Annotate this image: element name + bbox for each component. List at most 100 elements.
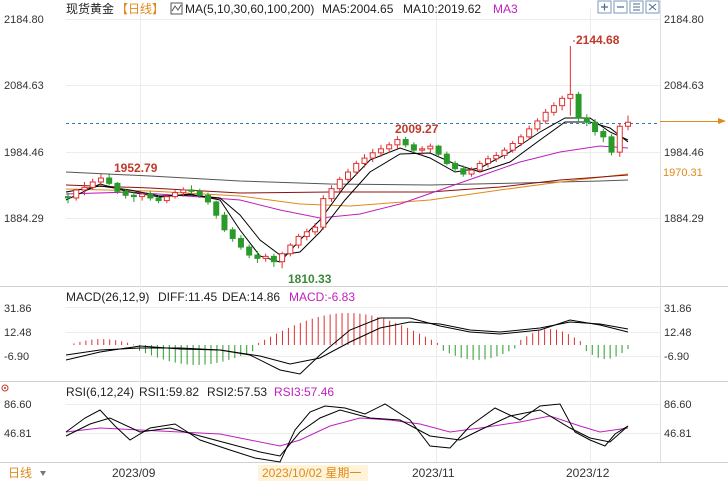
candle-body xyxy=(196,190,203,196)
candle-body xyxy=(592,121,599,133)
candle xyxy=(369,148,376,163)
candle xyxy=(493,152,500,163)
ma60-line xyxy=(65,174,629,194)
macd-tick-3: -6.90 xyxy=(664,351,689,363)
candle-body xyxy=(410,144,417,151)
macd-params-label: MACD(26,12,9) xyxy=(66,290,149,304)
candle-body xyxy=(147,193,154,199)
candle xyxy=(196,188,203,198)
zoom-in-icon[interactable] xyxy=(597,0,612,14)
rsi-tick-2: 46.81 xyxy=(664,428,692,440)
macd-tick-2: 12.48 xyxy=(664,327,692,339)
period-chevron-down-icon[interactable] xyxy=(40,471,46,476)
candle-body xyxy=(130,194,137,198)
xaxis-label-sep: 2023/09 xyxy=(112,466,156,480)
current-price-arrow-icon xyxy=(718,118,726,124)
rsi1-value: RSI1:59.82 xyxy=(139,385,199,399)
candle xyxy=(147,191,154,201)
candle xyxy=(237,235,244,250)
candle-body xyxy=(262,255,269,259)
candle-body xyxy=(336,178,343,190)
candle-body xyxy=(155,197,162,202)
candle xyxy=(575,91,582,123)
candle-body xyxy=(542,111,549,122)
candle xyxy=(163,193,170,204)
ma3-value: MA3 xyxy=(493,2,518,16)
candle xyxy=(328,185,335,202)
settings-icon[interactable] xyxy=(645,0,660,14)
ma100-line xyxy=(65,173,629,207)
candle-body xyxy=(517,136,524,145)
candle-body xyxy=(369,152,376,159)
candle-body xyxy=(295,235,302,246)
candle xyxy=(427,143,434,153)
candle xyxy=(97,174,104,186)
macd-diff-value: DIFF:11.45 xyxy=(158,290,217,304)
candle xyxy=(542,108,549,124)
ma-toggle-icon[interactable] xyxy=(170,2,183,15)
macd-tick-left-1: 31.86 xyxy=(4,303,32,315)
candle-body xyxy=(163,196,170,202)
candle xyxy=(114,182,121,194)
price-tick-left-4: 1884.29 xyxy=(4,213,44,225)
period-button[interactable] xyxy=(0,463,60,483)
price-tick-3: 1984.46 xyxy=(664,147,704,159)
xaxis-label-nov: 2023/11 xyxy=(412,466,455,480)
rsi3-value: RSI3:57.46 xyxy=(274,385,334,399)
candle-body xyxy=(320,198,327,228)
candle-body xyxy=(575,93,582,119)
candle-body xyxy=(435,145,442,155)
chart-title: 现货黄金 xyxy=(66,1,114,16)
candle xyxy=(608,134,615,156)
candle xyxy=(361,154,368,168)
period-button-label: 日线 xyxy=(8,466,32,480)
candle-body xyxy=(246,246,253,256)
candle xyxy=(172,189,179,199)
rsi1-line xyxy=(65,403,629,463)
candle-body xyxy=(254,254,261,259)
candle xyxy=(435,144,442,157)
rsi-settings-icon[interactable] xyxy=(1,384,9,392)
rsi-tick-1: 86.60 xyxy=(664,399,692,411)
crosshair-date-box xyxy=(258,465,368,481)
candle-body xyxy=(345,171,351,180)
candle-body xyxy=(526,128,533,138)
candle-body xyxy=(353,162,360,173)
candle-body xyxy=(73,189,80,199)
candle xyxy=(353,160,360,176)
candle xyxy=(130,191,137,202)
rsi-tick-left-2: 46.81 xyxy=(4,428,32,440)
macd-tick-left-2: 12.48 xyxy=(4,327,32,339)
candle-body xyxy=(303,231,310,237)
ma-params-label: MA(5,10,30,60,100,200) xyxy=(185,2,314,16)
candle xyxy=(517,134,524,147)
candle xyxy=(559,95,566,111)
candle xyxy=(509,140,516,153)
candle-body xyxy=(312,226,319,233)
candle xyxy=(122,188,129,199)
high-annotation: 2144.68 xyxy=(576,33,620,47)
indicator-icon[interactable] xyxy=(629,0,644,14)
zoom-out-icon[interactable] xyxy=(613,0,628,14)
candle-body xyxy=(229,229,236,239)
candle xyxy=(287,243,294,257)
candle xyxy=(402,136,409,148)
candle-body xyxy=(361,157,368,164)
ma10-value: MA10:2019.62 xyxy=(403,2,481,16)
rsi-tick-left-1: 86.60 xyxy=(4,399,32,411)
candle xyxy=(443,151,450,166)
price-tick-left-1: 2184.80 xyxy=(4,14,44,26)
candle-body xyxy=(583,117,590,123)
candle-body xyxy=(106,177,113,184)
candle xyxy=(279,251,286,269)
candle-body xyxy=(237,237,244,248)
candle xyxy=(468,167,475,177)
candle-body xyxy=(114,182,121,192)
macd-dea-line xyxy=(65,321,629,365)
candle-body xyxy=(180,189,187,194)
candle-body xyxy=(616,125,623,153)
candle xyxy=(501,147,508,159)
candle xyxy=(205,192,211,205)
